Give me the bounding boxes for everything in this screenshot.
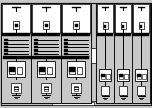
Bar xyxy=(136,74,140,77)
Bar xyxy=(96,3,114,103)
Bar xyxy=(133,4,149,33)
Bar xyxy=(117,69,129,81)
Bar xyxy=(9,67,15,74)
Bar xyxy=(14,86,18,91)
Bar xyxy=(52,102,94,105)
Bar xyxy=(13,21,19,29)
Bar xyxy=(115,33,131,36)
Bar xyxy=(140,25,142,28)
Bar xyxy=(2,4,30,33)
Bar xyxy=(31,3,61,103)
Bar xyxy=(17,67,22,74)
Bar xyxy=(74,86,78,91)
Bar xyxy=(142,74,145,79)
Bar xyxy=(97,33,113,36)
Bar xyxy=(99,69,111,81)
Bar xyxy=(69,67,75,72)
Bar xyxy=(64,53,68,55)
Bar xyxy=(4,46,8,48)
Bar xyxy=(34,46,38,48)
Bar xyxy=(100,74,105,77)
Bar xyxy=(14,24,17,27)
Bar xyxy=(132,3,150,103)
Bar xyxy=(74,24,78,27)
Bar xyxy=(1,3,31,103)
Bar xyxy=(4,53,8,55)
Bar xyxy=(7,61,25,77)
Bar xyxy=(4,42,8,45)
Bar xyxy=(73,21,79,29)
Bar xyxy=(41,83,51,93)
Bar xyxy=(69,67,75,74)
Bar xyxy=(100,74,105,79)
Bar xyxy=(45,24,47,27)
Bar xyxy=(104,25,106,28)
Bar xyxy=(136,74,140,79)
Bar xyxy=(106,74,109,79)
Bar xyxy=(67,61,85,77)
Bar xyxy=(3,56,89,59)
Bar xyxy=(44,86,48,91)
Bar xyxy=(121,22,126,29)
Bar xyxy=(64,49,68,52)
Bar xyxy=(34,42,38,45)
Bar xyxy=(2,33,30,36)
Bar xyxy=(39,67,45,74)
Bar xyxy=(64,46,68,48)
Bar xyxy=(4,49,8,52)
Bar xyxy=(114,3,132,103)
Bar xyxy=(34,53,38,55)
Bar xyxy=(124,74,128,79)
Bar xyxy=(43,21,49,29)
Bar xyxy=(71,83,81,93)
Bar xyxy=(4,39,8,41)
Bar xyxy=(32,4,60,33)
Bar xyxy=(102,22,107,29)
Bar xyxy=(1,3,91,103)
Bar xyxy=(39,67,45,72)
Bar xyxy=(122,25,124,28)
Bar xyxy=(115,4,131,33)
Bar xyxy=(64,39,68,41)
Bar xyxy=(34,39,38,41)
Bar xyxy=(62,4,90,33)
Bar xyxy=(101,86,109,95)
Bar xyxy=(9,67,15,72)
Bar xyxy=(32,33,60,36)
Bar xyxy=(119,74,123,77)
Bar xyxy=(133,33,149,36)
Bar xyxy=(137,86,145,95)
Bar xyxy=(37,61,55,77)
Bar xyxy=(97,4,113,33)
Bar xyxy=(119,74,123,79)
Bar xyxy=(34,49,38,52)
Bar xyxy=(64,42,68,45)
Bar xyxy=(96,3,151,103)
Bar xyxy=(77,67,82,74)
Bar xyxy=(61,3,91,103)
Bar xyxy=(62,33,90,36)
Bar xyxy=(91,48,96,63)
Bar xyxy=(47,67,52,74)
Bar xyxy=(135,69,147,81)
Bar xyxy=(1,101,151,105)
Bar xyxy=(119,86,127,95)
Bar xyxy=(11,83,21,93)
Bar xyxy=(138,22,143,29)
